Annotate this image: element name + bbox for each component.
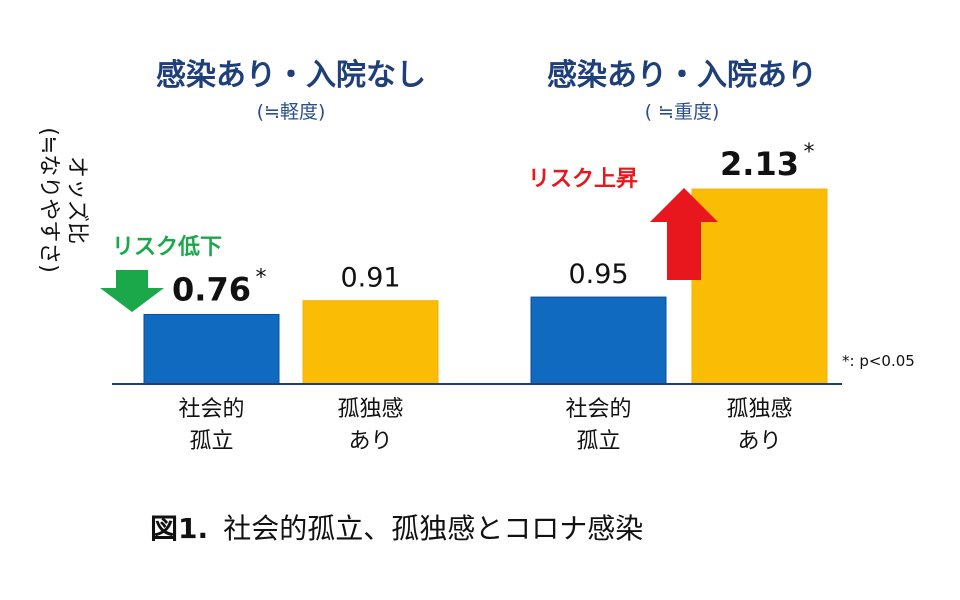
- bar-value-label: 0.95: [568, 259, 628, 290]
- arrow-down-icon: [100, 270, 164, 312]
- category-label: あり: [737, 429, 781, 454]
- category-label: 孤立: [189, 429, 233, 454]
- y-axis-label: オッズ比(≒なりやすさ): [36, 127, 89, 273]
- group-title: 感染あり・入院あり: [547, 58, 817, 93]
- bar-social_isolation: [143, 313, 280, 385]
- category-label: 社会的: [178, 397, 244, 422]
- risk-up-label: リスク上昇: [528, 167, 638, 192]
- bar-value-label: 2.13: [720, 145, 799, 183]
- significance-star: *: [256, 265, 267, 290]
- figure-caption: 図1. 社会的孤立、孤独感とコロナ感染: [150, 512, 643, 545]
- figure-caption-text: 社会的孤立、孤独感とコロナ感染: [223, 512, 643, 545]
- y-axis-label-line: (≒なりやすさ): [36, 127, 61, 273]
- bar-social_isolation: [530, 296, 667, 385]
- category-label: 社会的: [565, 397, 631, 422]
- bar-value-label: 0.76: [172, 270, 251, 308]
- group-title: 感染あり・入院なし: [156, 58, 426, 93]
- category-label: 孤独感: [726, 397, 792, 422]
- category-label: 孤立: [576, 429, 620, 454]
- bar-value-label: 0.91: [340, 263, 400, 294]
- significance-star: *: [804, 140, 815, 165]
- arrow-up-icon: [650, 188, 718, 280]
- figure-caption-label: 図1.: [150, 512, 208, 545]
- group-subtitle: (≒軽度): [257, 101, 326, 123]
- bar-loneliness: [302, 300, 439, 385]
- significance-note: *: p<0.05: [842, 352, 915, 370]
- y-axis-label-line: オッズ比: [64, 156, 89, 244]
- group-subtitle: ( ≒重度): [645, 101, 720, 123]
- category-label: あり: [348, 429, 392, 454]
- category-label: 孤独感: [337, 397, 403, 422]
- risk-down-label: リスク低下: [112, 235, 222, 260]
